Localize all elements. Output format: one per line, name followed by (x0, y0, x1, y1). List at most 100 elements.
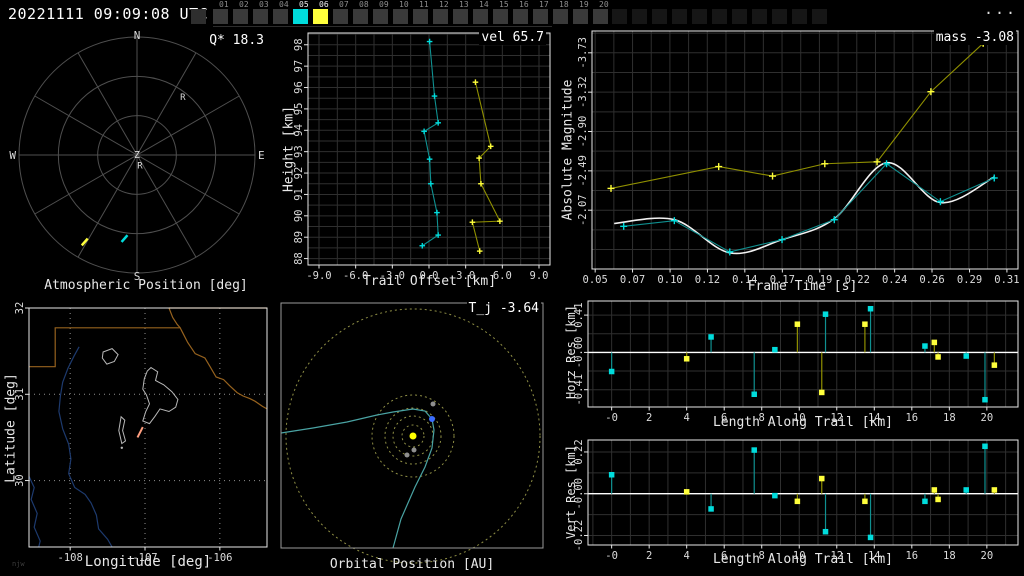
venus-marker (405, 453, 410, 458)
station-tab-11[interactable] (413, 9, 428, 24)
tick-label: -3.32 (577, 76, 589, 108)
station-tab-19[interactable] (573, 9, 588, 24)
overflow-menu-button[interactable]: ... (984, 0, 1017, 18)
station-tab-10[interactable] (393, 9, 408, 24)
earth-marker (429, 416, 435, 422)
station-tab-empty (632, 9, 647, 24)
station-tab-label: 20 (599, 1, 609, 9)
app-window: 20221111 09:09:08 UTC 010203040506070809… (0, 0, 1024, 576)
station-tab-label: 06 (319, 1, 329, 9)
station-tab-07[interactable] (333, 9, 348, 24)
y-axis-ticks: -2.07-2.49-2.90-3.32-3.73 (577, 37, 592, 226)
station-selector: 0102030405060708091011121314151617181920 (0, 0, 1024, 28)
tick-label: -3.73 (577, 37, 589, 69)
station-tab-04[interactable] (273, 9, 288, 24)
state-border (29, 328, 267, 409)
orbit-layer (281, 303, 543, 563)
watermark: njw (12, 560, 25, 568)
vert-res-ylabel: Vert Res [km] (564, 445, 578, 539)
sun-marker (410, 433, 417, 440)
station-tab-08[interactable] (353, 9, 368, 24)
absolute-magnitude-ylabel: Absolute Magnitude (561, 80, 576, 221)
station-tab-label: 13 (459, 1, 469, 9)
station-tab-label: 02 (239, 1, 249, 9)
station-tab-empty (732, 9, 747, 24)
series-station-06 (684, 476, 997, 504)
station-tab-18[interactable] (553, 9, 568, 24)
vert-res-xlabel: Length Along Trail [km] (653, 552, 953, 567)
station-tab-14[interactable] (473, 9, 488, 24)
station-tab-empty (612, 9, 627, 24)
map-layer: -108-107-106303132 (14, 302, 267, 564)
tick-label: 0.29 (957, 274, 982, 286)
mercury-marker (412, 448, 417, 453)
station-tab-label: 09 (379, 1, 389, 9)
station-tab-03[interactable] (253, 9, 268, 24)
tick-label: 2 (646, 550, 652, 562)
station-tab-empty (772, 9, 787, 24)
station-tab-label: 18 (559, 1, 569, 9)
station-tab-02[interactable] (233, 9, 248, 24)
tick-label: 90 (293, 209, 305, 222)
station-tab-empty (812, 9, 827, 24)
station-tab-label: 01 (219, 1, 229, 9)
series-station-06 (470, 79, 503, 254)
plot-layer: 0.050.070.100.120.140.170.190.220.240.26… (577, 31, 1020, 286)
tick-label: W (9, 149, 16, 162)
frame-time-xlabel: Frame Time [s] (700, 279, 905, 294)
ground-track-map: -108-107-106303132 (0, 296, 280, 576)
tick-label: 20 (981, 412, 994, 424)
river (29, 476, 40, 547)
station-tab-label: 08 (359, 1, 369, 9)
series-station-05 (419, 39, 440, 249)
station-tab-20[interactable] (593, 9, 608, 24)
station-tab-label: 11 (419, 1, 429, 9)
series-station-06 (684, 321, 997, 395)
meteoroid-trajectory (281, 409, 434, 548)
terrain-outline (119, 417, 126, 444)
station-tab-empty (692, 9, 707, 24)
tick-label: 32 (14, 302, 26, 315)
orbital-plot-title: Orbital Position [AU] (302, 557, 522, 572)
station-tab-label: 04 (279, 1, 289, 9)
station-tab-empty (191, 9, 206, 24)
station-tab-15[interactable] (493, 9, 508, 24)
station-tab-09[interactable] (373, 9, 388, 24)
river (59, 347, 112, 547)
station-tab-13[interactable] (453, 9, 468, 24)
plot-layer: -024681012141618200.41-0.00-0.41 (573, 301, 1018, 424)
station-tab-empty (752, 9, 767, 24)
orbital-position-plot (280, 296, 560, 576)
tick-label: R (137, 161, 143, 171)
tick-label: 96 (293, 81, 305, 94)
tick-label: -0 (605, 550, 618, 562)
station-tab-16[interactable] (513, 9, 528, 24)
station-tab-label: 12 (439, 1, 449, 9)
station-tab-12[interactable] (433, 9, 448, 24)
tick-label: N (134, 29, 141, 42)
station-tab-05[interactable] (293, 9, 308, 24)
station-tab-label: 10 (399, 1, 409, 9)
station-tab-label: 16 (519, 1, 529, 9)
tick-label: 0.07 (620, 274, 645, 286)
station-tab-label: 17 (539, 1, 549, 9)
station-tab-06[interactable] (313, 9, 328, 24)
station-tab-01[interactable] (213, 9, 228, 24)
station-tab-label: 05 (299, 1, 309, 9)
tick-label: 20 (981, 550, 994, 562)
tick-label: 88 (293, 252, 305, 265)
tick-label: 89 (293, 231, 305, 244)
terrain-outline (143, 368, 178, 424)
tick-label: -2.49 (577, 155, 589, 187)
meteor-streak-05 (122, 235, 128, 242)
station-tab-label: 03 (259, 1, 269, 9)
station-tab-empty (672, 9, 687, 24)
tick-label: Z (134, 150, 140, 161)
plot-layer: -024681012141618200.22-0.00-0.22 (573, 439, 1018, 562)
station-tab-17[interactable] (533, 9, 548, 24)
latitude-ylabel: Latitude [deg] (4, 373, 19, 483)
height-ylabel: Height [km] (282, 106, 297, 192)
trail-offset-xlabel: Trail Offset [km] (309, 274, 550, 289)
tick-label: 0.10 (657, 274, 682, 286)
tick-label: E (258, 149, 265, 162)
